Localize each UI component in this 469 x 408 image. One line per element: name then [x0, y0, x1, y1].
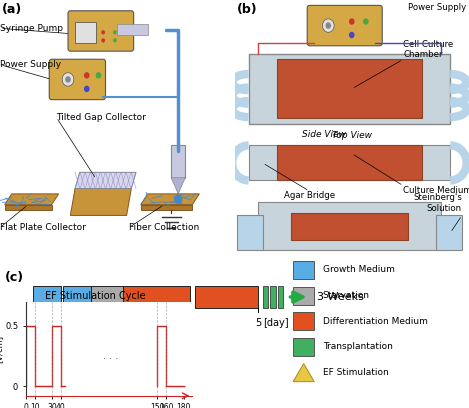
Text: Tilted Gap Collector: Tilted Gap Collector — [56, 113, 146, 122]
Text: Flat Plate Collector: Flat Plate Collector — [0, 223, 86, 232]
FancyBboxPatch shape — [33, 286, 61, 308]
Text: EF Stimulation: EF Stimulation — [323, 368, 388, 377]
Polygon shape — [171, 178, 185, 194]
FancyBboxPatch shape — [91, 286, 123, 308]
FancyBboxPatch shape — [293, 286, 314, 305]
Text: Culture Medium: Culture Medium — [403, 186, 469, 195]
FancyBboxPatch shape — [278, 286, 283, 308]
Polygon shape — [5, 194, 59, 205]
Circle shape — [96, 72, 101, 79]
FancyBboxPatch shape — [49, 59, 106, 100]
FancyBboxPatch shape — [277, 145, 422, 180]
Circle shape — [101, 30, 105, 34]
Text: Power Supply: Power Supply — [408, 3, 467, 12]
Polygon shape — [75, 172, 136, 188]
FancyBboxPatch shape — [307, 5, 382, 46]
Circle shape — [323, 19, 334, 32]
Polygon shape — [293, 364, 314, 381]
Text: Fiber Collection: Fiber Collection — [129, 223, 199, 232]
Text: Growth Medium: Growth Medium — [323, 266, 394, 275]
FancyBboxPatch shape — [436, 215, 462, 251]
Polygon shape — [5, 205, 52, 210]
FancyBboxPatch shape — [293, 312, 314, 330]
Text: (a): (a) — [2, 3, 23, 16]
FancyBboxPatch shape — [270, 286, 276, 308]
Text: Side View: Side View — [302, 130, 346, 139]
Polygon shape — [70, 188, 131, 215]
FancyBboxPatch shape — [249, 54, 450, 124]
Circle shape — [84, 72, 90, 79]
Text: (c): (c) — [5, 271, 24, 284]
Text: Differentiation Medium: Differentiation Medium — [323, 317, 428, 326]
Circle shape — [84, 86, 90, 92]
FancyBboxPatch shape — [249, 145, 450, 180]
Text: 0: 0 — [30, 318, 36, 328]
FancyBboxPatch shape — [117, 24, 148, 35]
Circle shape — [113, 30, 117, 34]
Text: Transplantation: Transplantation — [323, 342, 393, 351]
FancyBboxPatch shape — [75, 22, 96, 43]
Polygon shape — [114, 312, 131, 340]
Circle shape — [349, 18, 355, 25]
Text: Starvation: Starvation — [323, 291, 370, 300]
Text: Power Supply: Power Supply — [0, 60, 61, 69]
FancyBboxPatch shape — [68, 11, 134, 51]
Text: . . .: . . . — [103, 351, 118, 361]
Circle shape — [363, 18, 369, 25]
Text: Agar Bridge: Agar Bridge — [284, 191, 335, 200]
FancyBboxPatch shape — [171, 145, 185, 178]
Polygon shape — [141, 194, 199, 205]
FancyBboxPatch shape — [258, 202, 441, 251]
Circle shape — [325, 22, 331, 29]
Y-axis label: [V/cm]: [V/cm] — [0, 335, 4, 363]
Polygon shape — [141, 205, 192, 210]
Text: 5: 5 — [255, 318, 261, 328]
Text: (b): (b) — [237, 3, 257, 16]
Text: Cell Culture
Chamber: Cell Culture Chamber — [403, 40, 454, 59]
Circle shape — [62, 73, 74, 86]
Text: Top View: Top View — [332, 131, 372, 140]
Text: EF Stimulation Cycle: EF Stimulation Cycle — [45, 291, 146, 301]
FancyBboxPatch shape — [291, 213, 408, 239]
Text: Steinberg's
Solution: Steinberg's Solution — [413, 193, 462, 213]
FancyBboxPatch shape — [293, 338, 314, 356]
FancyBboxPatch shape — [123, 286, 190, 308]
Circle shape — [174, 195, 182, 204]
FancyBboxPatch shape — [195, 286, 258, 308]
Circle shape — [349, 32, 355, 38]
Circle shape — [113, 38, 117, 42]
FancyBboxPatch shape — [237, 215, 263, 251]
FancyBboxPatch shape — [63, 286, 91, 308]
FancyBboxPatch shape — [263, 286, 268, 308]
Text: [day]: [day] — [263, 318, 288, 328]
Text: 3 Weeks: 3 Weeks — [317, 292, 363, 302]
FancyBboxPatch shape — [293, 261, 314, 279]
Circle shape — [101, 38, 105, 42]
FancyBboxPatch shape — [277, 59, 422, 118]
Text: 2: 2 — [120, 318, 126, 328]
Circle shape — [65, 76, 71, 83]
Text: Syringe Pump: Syringe Pump — [0, 24, 63, 33]
